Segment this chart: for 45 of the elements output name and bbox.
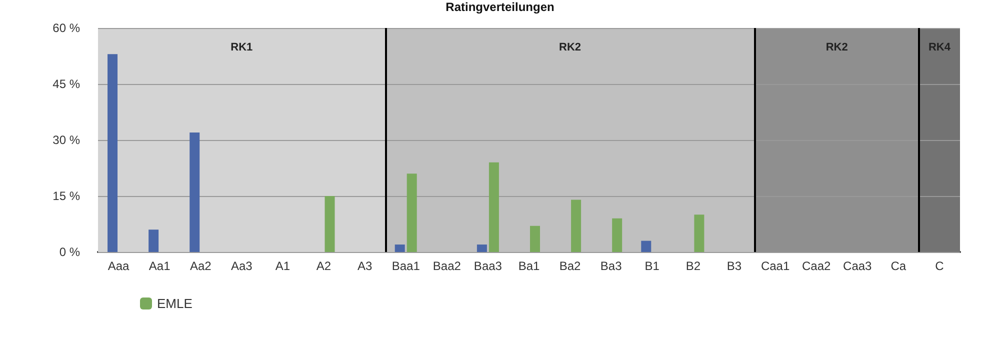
x-tick-label: Ba1 [518, 259, 540, 273]
x-tick-label: C [935, 259, 944, 273]
bar [108, 54, 118, 252]
legend-label: EMLE [157, 296, 193, 311]
y-tick-label: 0 % [59, 245, 80, 259]
bar [476, 244, 487, 252]
band-label: RK2 [559, 42, 582, 54]
bar [324, 196, 335, 252]
y-tick-label: 60 % [52, 21, 80, 35]
bar [148, 230, 159, 252]
bar [394, 244, 405, 252]
bar [641, 240, 652, 252]
x-tick-label: Aa1 [148, 259, 171, 273]
band-label: RK1 [230, 42, 253, 54]
bar [612, 218, 622, 252]
bar [190, 132, 200, 252]
bar [571, 200, 582, 252]
y-tick-label: 30 % [52, 133, 80, 147]
band-label: RK2 [826, 42, 848, 54]
x-tick-label: Caa3 [843, 259, 872, 273]
x-tick-label: Caa1 [760, 259, 790, 273]
x-tick-label: Baa2 [432, 259, 462, 273]
x-tick-label: Ba2 [559, 259, 582, 273]
x-tick-label: A1 [275, 259, 290, 273]
y-tick-label: 15 % [52, 189, 80, 203]
bar [694, 214, 704, 252]
band-label: RK4 [928, 42, 952, 54]
x-tick-label: Aa3 [230, 259, 253, 273]
bar [406, 174, 417, 252]
x-tick-label: A3 [357, 259, 372, 273]
x-tick-label: B2 [686, 259, 701, 273]
x-tick-label: Ca [890, 259, 906, 273]
x-tick-label: Ba3 [600, 259, 622, 273]
chart-title: Ratingverteilungen [446, 0, 554, 14]
x-tick-label: Aaa [108, 259, 130, 273]
x-tick-label: Aa2 [190, 259, 212, 273]
y-tick-label: 45 % [52, 77, 80, 91]
x-tick-label: Baa3 [474, 259, 502, 273]
x-tick-label: A2 [316, 259, 332, 273]
x-tick-label: Baa1 [392, 259, 420, 273]
bar [488, 162, 499, 252]
x-tick-label: B1 [644, 259, 660, 273]
bar [530, 226, 540, 252]
x-tick-label: Caa2 [802, 259, 832, 273]
x-tick-label: B3 [726, 259, 742, 273]
